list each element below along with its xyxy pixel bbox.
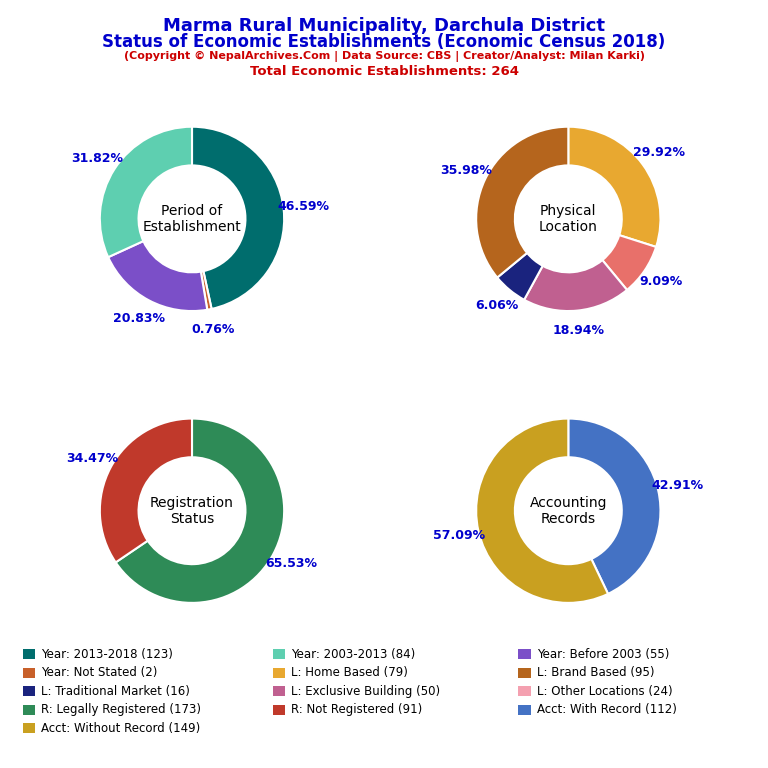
Text: Acct: Without Record (149): Acct: Without Record (149) (41, 722, 200, 734)
Text: Marma Rural Municipality, Darchula District: Marma Rural Municipality, Darchula Distr… (163, 17, 605, 35)
Wedge shape (108, 241, 207, 311)
Text: Physical
Location: Physical Location (539, 204, 598, 234)
Text: L: Brand Based (95): L: Brand Based (95) (537, 667, 654, 679)
Text: 42.91%: 42.91% (652, 479, 704, 492)
Wedge shape (476, 419, 608, 603)
Text: L: Other Locations (24): L: Other Locations (24) (537, 685, 673, 697)
Text: (Copyright © NepalArchives.Com | Data Source: CBS | Creator/Analyst: Milan Karki: (Copyright © NepalArchives.Com | Data So… (124, 51, 644, 61)
Wedge shape (192, 127, 284, 309)
Text: R: Not Registered (91): R: Not Registered (91) (291, 703, 422, 716)
Text: Period of
Establishment: Period of Establishment (143, 204, 241, 234)
Text: L: Traditional Market (16): L: Traditional Market (16) (41, 685, 190, 697)
Text: Year: 2003-2013 (84): Year: 2003-2013 (84) (291, 648, 415, 660)
Text: 20.83%: 20.83% (114, 312, 165, 325)
Wedge shape (524, 260, 627, 311)
Wedge shape (568, 127, 660, 247)
Text: Year: 2013-2018 (123): Year: 2013-2018 (123) (41, 648, 174, 660)
Text: 35.98%: 35.98% (441, 164, 492, 177)
Text: 46.59%: 46.59% (278, 200, 329, 214)
Text: Year: Before 2003 (55): Year: Before 2003 (55) (537, 648, 669, 660)
Text: 6.06%: 6.06% (475, 299, 518, 312)
Wedge shape (497, 253, 543, 300)
Text: L: Home Based (79): L: Home Based (79) (291, 667, 408, 679)
Text: L: Exclusive Building (50): L: Exclusive Building (50) (291, 685, 440, 697)
Text: 34.47%: 34.47% (67, 452, 119, 465)
Text: 65.53%: 65.53% (265, 557, 317, 570)
Wedge shape (476, 127, 568, 277)
Text: 0.76%: 0.76% (191, 323, 235, 336)
Text: 31.82%: 31.82% (71, 151, 124, 164)
Text: Accounting
Records: Accounting Records (530, 495, 607, 526)
Text: 57.09%: 57.09% (432, 529, 485, 542)
Wedge shape (116, 419, 284, 603)
Text: R: Legally Registered (173): R: Legally Registered (173) (41, 703, 201, 716)
Text: Total Economic Establishments: 264: Total Economic Establishments: 264 (250, 65, 518, 78)
Wedge shape (100, 419, 192, 562)
Wedge shape (201, 271, 212, 310)
Text: 18.94%: 18.94% (553, 324, 605, 337)
Text: Year: Not Stated (2): Year: Not Stated (2) (41, 667, 158, 679)
Text: Status of Economic Establishments (Economic Census 2018): Status of Economic Establishments (Econo… (102, 33, 666, 51)
Text: 29.92%: 29.92% (633, 146, 685, 159)
Wedge shape (602, 235, 656, 290)
Text: Acct: With Record (112): Acct: With Record (112) (537, 703, 677, 716)
Wedge shape (568, 419, 660, 594)
Wedge shape (100, 127, 192, 257)
Text: Registration
Status: Registration Status (150, 495, 234, 526)
Text: 9.09%: 9.09% (640, 276, 683, 289)
